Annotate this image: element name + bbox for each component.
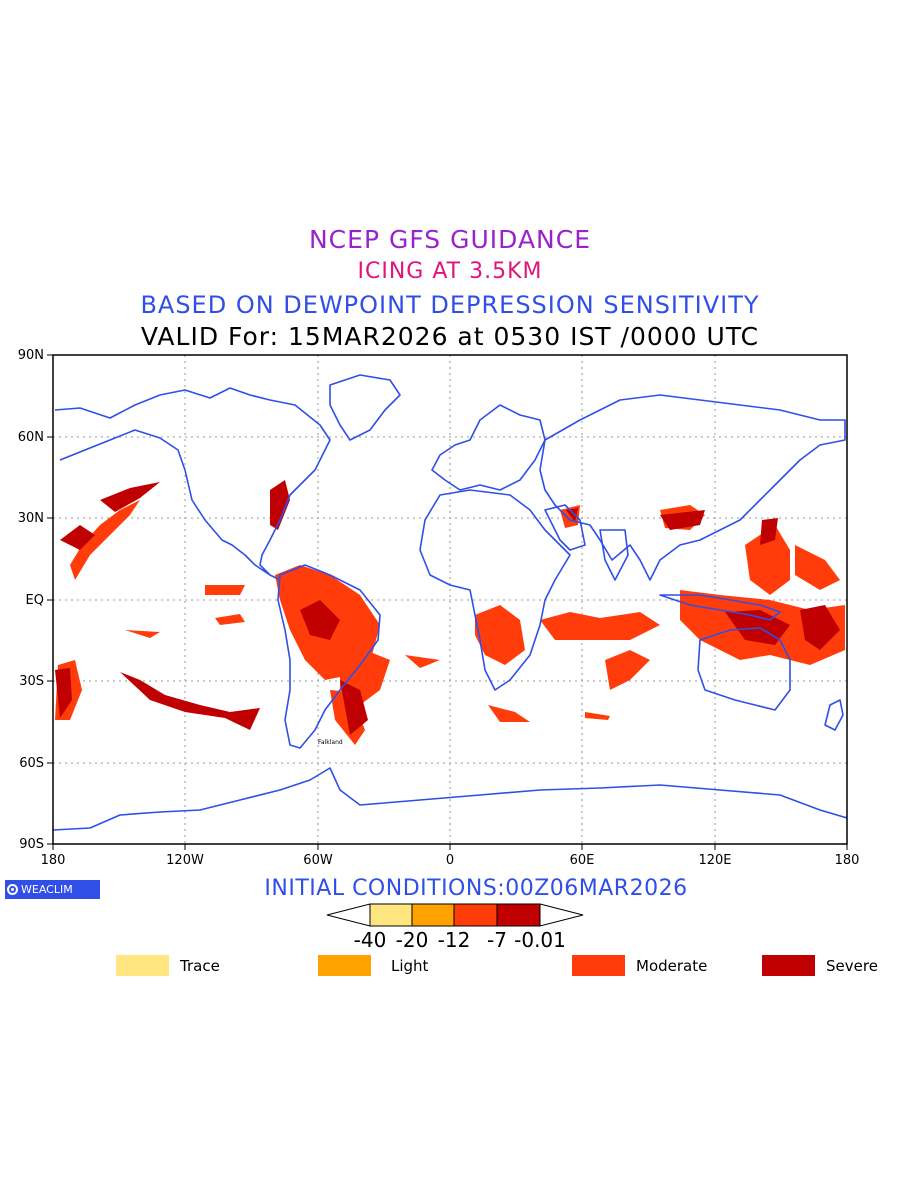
colorbar-tick: -20 [395,928,429,952]
initial-conditions: INITIAL CONDITIONS:00Z06MAR2026 [264,876,688,901]
lon-label-0: 0 [446,853,454,868]
title-line-2: ICING AT 3.5KM [357,259,543,284]
lon-label-60w: 60W [303,853,333,868]
legend-label-light: Light [391,957,429,975]
legend-label-severe: Severe [826,957,878,975]
colorbar [326,903,584,927]
logo-text: WEACLIM [21,883,73,896]
copyright-icon [7,884,18,895]
legend-swatch-light [318,955,371,976]
lon-label-180w: 180 [41,853,66,868]
lat-label-90s: 90S [19,837,44,852]
icing-map: 90N 60N 30N EQ 30S 60S 90S 180 120W 60W … [18,348,860,868]
lon-label-120e: 120E [698,853,731,868]
lat-label-60n: 60N [18,430,44,445]
colorbar-tick: -12 [437,928,471,952]
legend-swatch-trace [116,955,169,976]
title-line-1: NCEP GFS GUIDANCE [308,225,591,254]
lon-label-120w: 120W [166,853,204,868]
valid-time-title: VALID For: 15MAR2026 at 0530 IST /0000 U… [140,322,760,351]
lon-label-180e: 180 [835,853,860,868]
coastlines [53,374,847,831]
colorbar-tick: -7 [487,928,507,952]
legend-swatch-moderate [572,955,625,976]
lat-label-90n: 90N [18,348,44,363]
lat-label-30n: 30N [18,511,44,526]
lon-label-60e: 60E [570,853,595,868]
legend-label-trace: Trace [180,957,220,975]
lat-label-60s: 60S [19,756,44,771]
legend-label-moderate: Moderate [636,957,708,975]
colorbar-right-arrow [539,903,584,927]
colorbar-tick: -40 [353,928,387,952]
lat-label-30s: 30S [19,674,44,689]
legend-swatch-severe [762,955,815,976]
weaclim-logo: WEACLIM [5,880,100,899]
colorbar-left-arrow [326,903,371,927]
lat-label-eq: EQ [26,593,44,608]
colorbar-box-light [411,903,455,927]
colorbar-tick: -0.01 [514,928,566,952]
colorbar-box-trace [369,903,413,927]
title-line-3: BASED ON DEWPOINT DEPRESSION SENSITIVITY [140,291,760,319]
colorbar-box-moderate [453,903,498,927]
station-label-falkland: Falkland [318,739,343,746]
colorbar-box-severe [496,903,541,927]
